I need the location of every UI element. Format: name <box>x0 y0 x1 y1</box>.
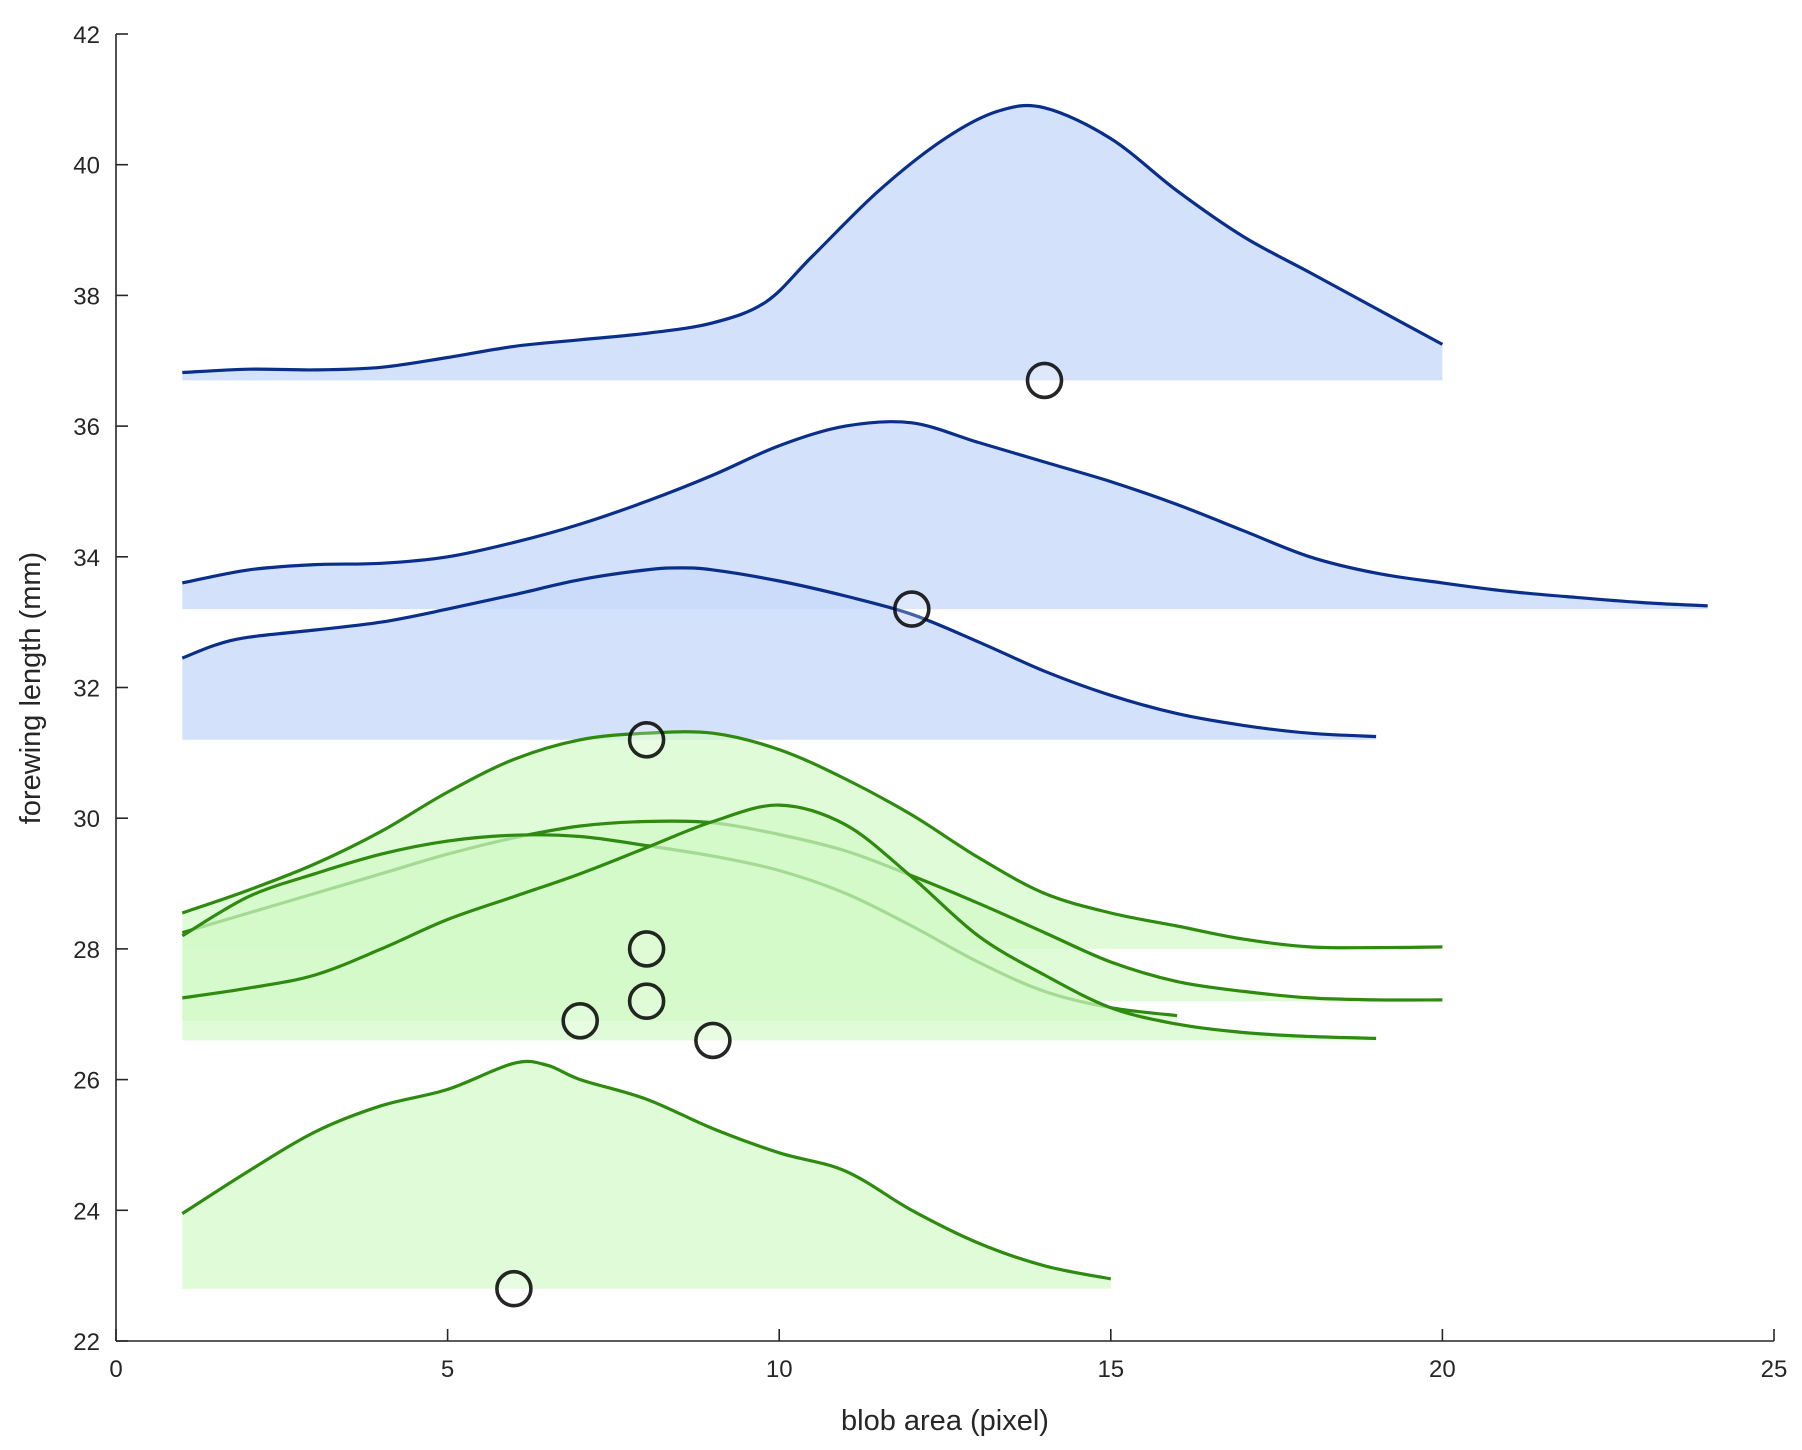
y-tick-label: 38 <box>73 283 100 310</box>
y-tick-label: 42 <box>73 22 100 49</box>
density-series-7 <box>182 803 1377 1041</box>
median-marker-3 <box>627 720 666 759</box>
density-area-8 <box>182 1061 1111 1289</box>
y-tick-label: 36 <box>73 414 100 441</box>
median-marker-5 <box>627 982 666 1021</box>
density-curve-3 <box>181 566 1377 739</box>
median-marker-2 <box>892 590 931 628</box>
median-marker-8 <box>495 1269 533 1308</box>
y-tick-label: 30 <box>73 806 100 833</box>
y-tick-label: 24 <box>73 1198 100 1225</box>
density-curve-8 <box>181 1059 1112 1281</box>
y-tick-label: 26 <box>73 1068 100 1095</box>
density-curve-7 <box>182 803 1377 1040</box>
y-tick-label: 40 <box>73 153 100 180</box>
density-area-1 <box>182 105 1443 381</box>
median-marker-7 <box>694 1021 732 1060</box>
density-series-8 <box>181 1059 1112 1289</box>
x-tick-label: 20 <box>1429 1356 1456 1383</box>
x-axis-title: blob area (pixel) <box>841 1405 1049 1437</box>
y-tick-label: 34 <box>73 545 100 572</box>
density-series-1 <box>182 103 1444 381</box>
y-tick-label: 28 <box>73 937 100 964</box>
density-curve-2 <box>182 420 1708 608</box>
density-series-3 <box>181 566 1377 740</box>
density-curve-4 <box>181 730 1443 950</box>
median-marker-4 <box>627 930 666 968</box>
density-areas <box>181 103 1708 1289</box>
median-marker-6 <box>561 1001 600 1040</box>
x-tick-label: 25 <box>1761 1356 1788 1383</box>
y-ticks: 22 24 26 28 30 32 34 36 38 40 42 <box>73 22 128 1356</box>
median-markers <box>495 361 1064 1308</box>
density-area-7 <box>182 805 1377 1041</box>
y-tick-label: 22 <box>73 1329 100 1356</box>
median-marker-1 <box>1025 361 1064 400</box>
density-series-2 <box>182 420 1708 610</box>
y-tick-label: 32 <box>73 676 100 703</box>
density-area-3 <box>182 567 1377 740</box>
x-tick-label: 15 <box>1097 1356 1124 1383</box>
x-tick-label: 0 <box>109 1356 122 1383</box>
y-axis-title: forewing length (mm) <box>15 552 47 824</box>
x-ticks: 0 5 10 15 20 25 <box>109 1329 1787 1383</box>
x-tick-label: 10 <box>766 1356 793 1383</box>
density-curve-1 <box>182 103 1444 375</box>
x-tick-label: 5 <box>441 1356 454 1383</box>
density-area-2 <box>182 421 1708 610</box>
